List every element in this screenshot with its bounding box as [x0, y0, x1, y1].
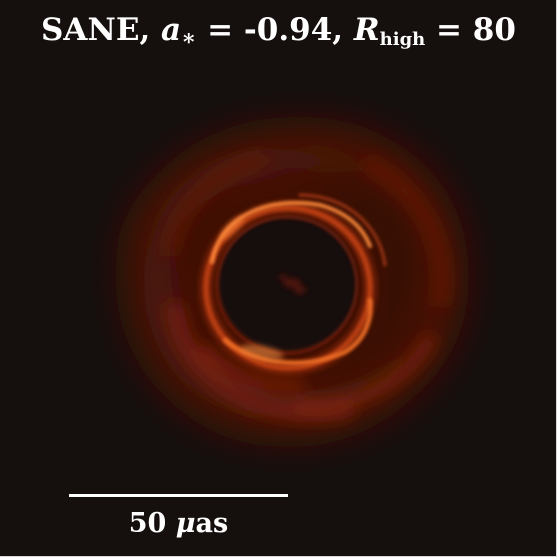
scale-bar-value: 50 — [128, 508, 167, 539]
spin-subscript: ∗ — [181, 25, 197, 51]
photon-ring — [199, 193, 387, 375]
spin-value: = -0.94, — [196, 12, 344, 48]
inner-structure — [279, 274, 306, 294]
r-high-value: = 80 — [425, 12, 516, 48]
r-high-subscript: high — [379, 29, 426, 50]
scale-bar-unit: as — [195, 508, 229, 539]
model-label: SANE, — [41, 12, 151, 48]
scale-bar — [69, 494, 288, 497]
outer-swirl-arcs — [163, 153, 451, 422]
r-high-symbol: R — [353, 12, 380, 48]
spin-symbol: a — [161, 12, 182, 48]
panel-title: SANE, a∗ = -0.94, Rhigh = 80 — [0, 10, 556, 60]
scale-bar-unit-prefix: μ — [175, 508, 196, 539]
scale-bar-label: 50 μas — [69, 507, 288, 541]
